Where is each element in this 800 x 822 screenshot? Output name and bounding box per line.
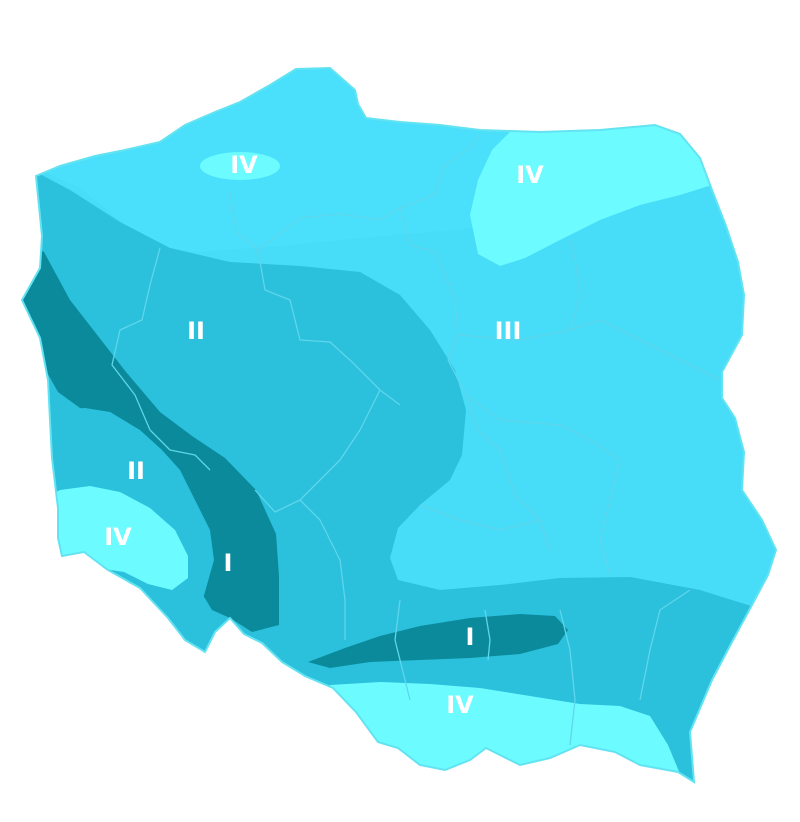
zone-i-south-area: [308, 614, 568, 668]
label-iv-north-east: IV: [516, 161, 544, 189]
zone-iv-southwest-area: [40, 486, 188, 590]
zone-iv-northeast-area: [470, 124, 712, 266]
label-iv-south: IV: [446, 691, 474, 719]
label-ii-south-west: II: [127, 457, 145, 485]
label-ii-west: II: [187, 317, 205, 345]
zone-iv-northwest-area: [200, 152, 280, 180]
label-i-south: I: [466, 623, 475, 651]
region-borders: [111, 133, 721, 746]
label-i-west: I: [224, 549, 233, 577]
zone-iv-south-area: [300, 682, 700, 782]
label-iv-north-west: IV: [230, 151, 258, 179]
label-iv-south-west: IV: [104, 523, 132, 551]
label-iii-east: III: [495, 317, 522, 345]
